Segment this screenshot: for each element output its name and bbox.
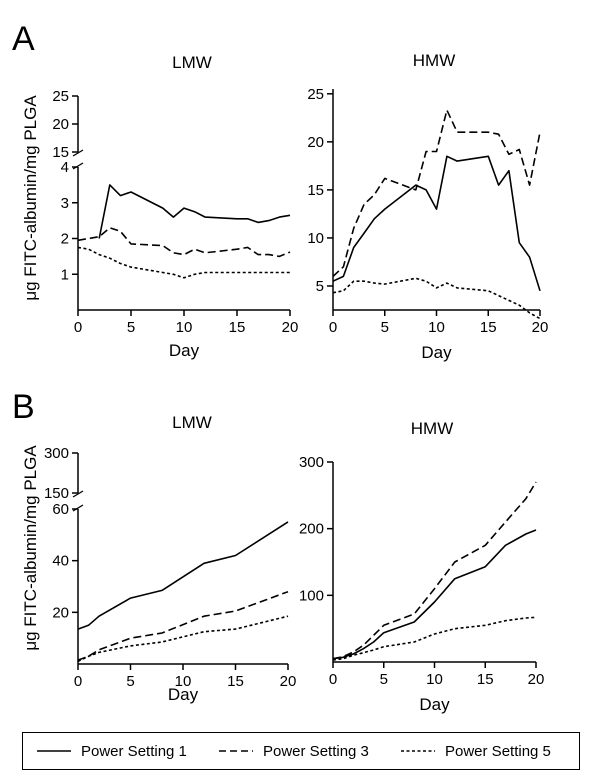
legend-label-3: Power Setting 5 <box>445 742 551 760</box>
axis-break-mark <box>72 162 84 170</box>
y-tick-label-upper: 25 <box>52 88 69 105</box>
legend-item-2: Power Setting 3 <box>219 733 369 769</box>
x-axis-label: Day <box>419 695 450 714</box>
chart-a-hmw: HMW 0 5 10 15 20 Day 5 10 15 20 25 <box>307 51 548 362</box>
series-line-power-setting-5 <box>332 616 537 661</box>
x-tick-label: 10 <box>175 673 192 690</box>
series-line-power-setting-1 <box>77 521 289 630</box>
axis-break-mark <box>72 149 84 157</box>
y-tick-label: 20 <box>307 134 324 151</box>
x-tick-label: 10 <box>426 671 443 688</box>
y-tick-label-upper: 15 <box>52 144 69 161</box>
panel-label-b: B <box>12 388 35 426</box>
x-tick-label: 10 <box>176 319 193 336</box>
x-tick-label: 15 <box>227 673 244 690</box>
x-tick-label: 20 <box>532 319 549 336</box>
chart-b-hmw: HMW 0 5 10 15 20 Day 100 200 300 <box>299 419 544 714</box>
legend-swatch-solid <box>37 750 71 752</box>
y-axis-label: μg FITC-albumin/mg PLGA <box>21 445 40 651</box>
legend-swatch-dashed <box>219 750 253 752</box>
y-tick-label: 100 <box>299 587 324 604</box>
series-line-power-setting-3 <box>77 227 291 258</box>
y-tick-label-upper: 300 <box>44 445 69 462</box>
y-tick-label: 3 <box>61 195 69 212</box>
legend-label-2: Power Setting 3 <box>263 742 369 760</box>
y-tick-label: 2 <box>61 231 69 248</box>
legend-item-3: Power Setting 5 <box>401 733 551 769</box>
x-tick-label: 10 <box>428 319 445 336</box>
series-line-power-setting-1 <box>332 155 541 292</box>
series-line-power-setting-5 <box>77 615 289 663</box>
series-line-power-setting-1 <box>332 529 537 660</box>
series-line-power-setting-5 <box>77 246 290 279</box>
axis-break-mark <box>72 504 84 512</box>
y-axis-label: μg FITC-albumin/mg PLGA <box>21 95 40 301</box>
chart-title: LMW <box>172 413 212 432</box>
x-tick-label: 15 <box>480 319 497 336</box>
x-tick-label: 20 <box>528 671 545 688</box>
x-tick-label: 5 <box>381 319 389 336</box>
legend-swatch-dotted <box>401 750 435 752</box>
y-tick-label: 60 <box>52 501 69 518</box>
series-line-power-setting-3 <box>332 481 537 660</box>
x-tick-label: 5 <box>126 673 134 690</box>
legend-label-1: Power Setting 1 <box>81 742 187 760</box>
axis-break-mark <box>72 490 84 498</box>
x-axis-label: Day <box>421 343 452 362</box>
chart-title: HMW <box>413 51 455 70</box>
panel-label-a: A <box>12 20 35 58</box>
chart-title: HMW <box>411 419 453 438</box>
legend: Power Setting 1 Power Setting 3 Power Se… <box>22 732 580 770</box>
x-tick-label: 5 <box>127 319 135 336</box>
legend-item-1: Power Setting 1 <box>37 733 187 769</box>
y-tick-label: 200 <box>299 521 324 538</box>
y-tick-label: 25 <box>307 86 324 103</box>
x-axis-label: Day <box>169 341 200 360</box>
y-tick-label-upper: 20 <box>52 116 69 133</box>
y-tick-label: 1 <box>61 266 69 283</box>
series-line-power-setting-1 <box>98 184 291 239</box>
x-tick-label: 20 <box>280 673 297 690</box>
y-tick-label: 20 <box>52 604 69 621</box>
x-axis-label: Day <box>168 685 199 704</box>
y-tick-label: 300 <box>299 454 324 471</box>
y-tick-label: 40 <box>52 553 69 570</box>
x-tick-label: 0 <box>329 319 337 336</box>
x-tick-label: 15 <box>229 319 246 336</box>
x-tick-label: 20 <box>282 319 299 336</box>
chart-title: LMW <box>172 53 212 72</box>
y-tick-label-upper: 150 <box>44 485 69 502</box>
x-tick-label: 0 <box>329 671 337 688</box>
y-tick-label: 10 <box>307 230 324 247</box>
series-line-power-setting-5 <box>332 277 541 320</box>
x-tick-label: 0 <box>74 673 82 690</box>
series-line-power-setting-3 <box>332 109 541 277</box>
y-tick-label: 4 <box>61 159 69 176</box>
y-tick-label: 15 <box>307 182 324 199</box>
y-tick-label: 5 <box>316 278 324 295</box>
x-tick-label: 0 <box>74 319 82 336</box>
x-tick-label: 5 <box>380 671 388 688</box>
x-tick-label: 15 <box>477 671 494 688</box>
